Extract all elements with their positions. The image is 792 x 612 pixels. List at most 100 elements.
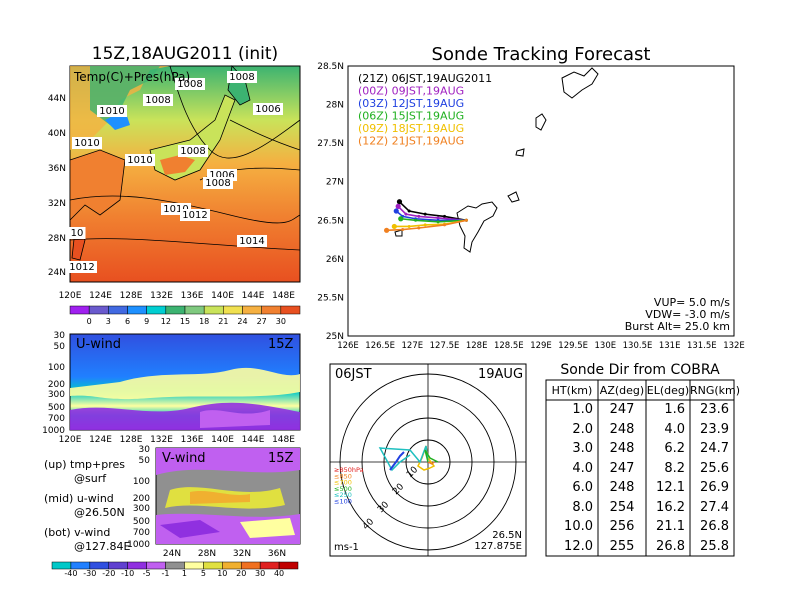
colorbar-tick: 18 [199,317,209,326]
u-lon-tick: 148E [272,435,295,445]
table-cell: 247 [609,460,635,476]
v-colorbar-swatch [184,561,204,570]
v-colorbar-swatch [146,561,166,570]
u-lon-tick: 136E [181,435,204,445]
track-lat-ticks: 28.5N 28N 27.5N 27N 26.5N 26N 25.5N 25N [317,62,344,342]
map-field-label: Temp(C)+Pres(hPa) [74,70,191,84]
track-lon-tick: 131.5E [687,341,717,351]
track-point [414,218,418,222]
temperature-map [69,65,301,283]
track-legend-item: (12Z) 21JST,19AUG [358,135,464,148]
v-colorbar: -40 -30 -20 -10 -5 -1 1 5 10 20 30 40 [51,561,299,578]
isobar-label: 1006 [255,104,280,115]
map-lon-ticks: 120E 124E 128E 132E 136E 140E 144E 148E [59,291,296,301]
legend-line-bot-level: @127.84E [74,540,131,553]
map-lat-tick: 36N [48,164,66,174]
track-line [400,217,467,223]
track-params: VUP= 5.0 m/s VDW= -3.0 m/s Burst Alt= 25… [625,297,730,333]
hodo-legend-item: ≤700 [334,479,352,487]
v-lat-tick: 24N [163,549,181,559]
v-lat-tick: 36N [268,549,286,559]
u-wind-label: U-wind [76,337,121,352]
v-colorbar-tick: 30 [255,569,265,578]
table-cell: 4.0 [664,421,685,437]
track-point [464,218,468,222]
isobar-label: 1008 [180,146,205,157]
v-pressure-tick: 30 [139,445,151,455]
isobar-label: 1012 [69,262,94,273]
table-cell: 23.6 [700,402,729,418]
track-point [443,223,446,227]
v-colorbar-tick: 5 [201,569,206,578]
u-lon-tick: 120E [59,435,82,445]
map-lon-tick: 136E [181,291,204,301]
table-cell: 25.8 [700,538,729,554]
v-colorbar-swatch [51,561,72,570]
colorbar-swatch [261,305,282,315]
v-colorbar-tick: -30 [83,569,96,578]
v-colorbar-swatch [108,561,128,570]
table-header-cell: AZ(deg) [599,383,645,397]
hodograph-legend: ≥850hPa≤850≤700≤500≤250≤100 [334,466,364,506]
colorbar-tick: 0 [87,317,92,326]
isobar-label-bg [178,145,208,157]
colorbar-tick: 27 [257,317,267,326]
track-lon-tick: 130.5E [623,341,653,351]
v-pressure-tick: 100 [133,477,150,487]
map-lon-tick: 140E [211,291,234,301]
track-lon-tick: 132E [723,341,745,351]
map-lon-tick: 120E [59,291,82,301]
colorbar-tick: 30 [276,317,286,326]
u-lon-tick: 128E [120,435,143,445]
track-point [443,214,446,218]
isobar-label-bg [253,103,283,115]
v-colorbar-swatch [89,561,110,570]
u-pressure-tick: 300 [48,390,65,400]
isobar-label-bg [67,261,97,273]
u-pressure-tick: 200 [48,380,65,390]
track-point [393,208,399,214]
hodo-lon: 127.875E [474,541,522,552]
table-row: 6.0 248 12.1 26.9 [546,478,734,498]
u-pressure-tick: 700 [48,414,65,424]
track-legend-item: (09Z) 18JST,19AUG [358,122,464,135]
v-colorbar-swatch [203,561,223,570]
v-colorbar-tick: 40 [274,569,284,578]
track-lat-tick: 28.5N [317,62,344,72]
coastline [394,67,599,253]
track-point [423,223,427,227]
v-colorbar-tick: 1 [182,569,187,578]
cobra-table-frame [545,379,735,557]
param-vdw: VDW= -3.0 m/s [645,308,730,321]
track-lon-tick: 126.5E [365,341,395,351]
track-lon-tick: 126E [337,341,359,351]
table-header-row: HT(km) AZ(deg) EL(deg) RNG(km) [546,380,740,400]
isobar-label: 1010 [163,204,188,215]
track-legend-item: (06Z) 15JST,19AUG [358,110,464,123]
hodo-lat: 26.5N [492,530,522,541]
colorbar-tick: 6 [125,317,130,326]
map-lat-tick: 32N [48,199,66,209]
track-point [404,212,408,216]
isobar-label-bg [227,71,257,83]
table-cell: 1.0 [572,402,593,418]
table-row: 8.0 254 16.2 27.4 [546,498,734,518]
table-cell: 256 [609,519,635,535]
track-point [401,228,405,232]
isobar-label-bg [175,78,205,90]
v-pressure-tick: 50 [139,456,151,466]
map-lat-tick: 24N [48,268,66,278]
track-lon-tick: 130E [595,341,617,351]
colorbar-tick: 15 [180,317,190,326]
v-colorbar-tick: 20 [236,569,246,578]
legend-line-bot: (bot) v-wind [44,526,111,539]
legend-line-mid-level: @26.50N [74,506,125,519]
isobar-label: 10 [71,228,84,239]
v-pressure-tick: 500 [133,517,150,527]
map-lon-tick: 132E [150,291,173,301]
isobar-label-bg [125,154,155,166]
track-lon-tick: 127.5E [430,341,460,351]
table-cell: 254 [609,499,635,515]
